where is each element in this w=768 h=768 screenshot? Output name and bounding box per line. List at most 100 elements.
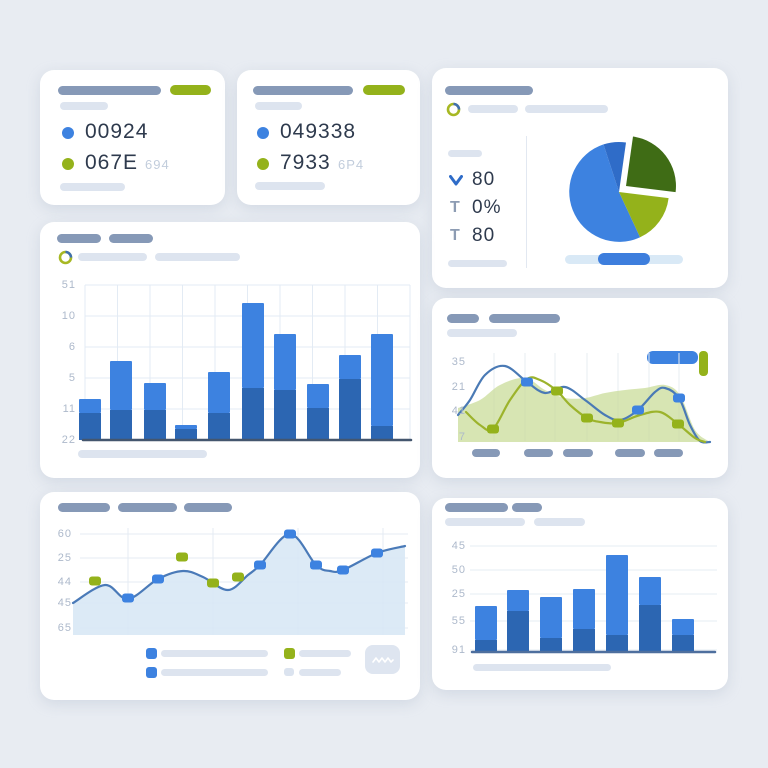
legend-swatch-green[interactable] bbox=[284, 648, 295, 659]
data-point-marker[interactable] bbox=[284, 529, 296, 539]
data-point-marker[interactable] bbox=[632, 405, 644, 415]
data-point-marker[interactable] bbox=[612, 418, 624, 428]
bar-segment-bottom[interactable] bbox=[339, 379, 361, 440]
stat-card-2: 049338 7933 6P4 bbox=[237, 70, 420, 205]
bar-segment-top[interactable] bbox=[573, 589, 595, 629]
bar-segment-bottom[interactable] bbox=[110, 410, 132, 440]
bar-segment-bottom[interactable] bbox=[540, 638, 562, 651]
stat-value: 049338 bbox=[280, 120, 357, 143]
y-axis-label: 10 bbox=[61, 310, 76, 322]
bar-segment-top[interactable] bbox=[307, 384, 329, 408]
legend-pill-blue[interactable] bbox=[647, 351, 698, 364]
legend-dot-green bbox=[257, 158, 269, 170]
data-point-marker[interactable] bbox=[673, 393, 685, 403]
data-point-marker[interactable] bbox=[310, 560, 322, 570]
bar-segment-top[interactable] bbox=[606, 555, 628, 635]
pie-slice-segment-dark-green[interactable] bbox=[626, 136, 676, 193]
bar-segment-top[interactable] bbox=[371, 334, 393, 426]
bar-segment-top[interactable] bbox=[475, 606, 497, 640]
data-point-marker[interactable] bbox=[122, 593, 134, 603]
footer-placeholder bbox=[255, 182, 325, 190]
bar-segment-top[interactable] bbox=[79, 399, 101, 413]
data-point-marker[interactable] bbox=[371, 548, 383, 558]
y-axis-label: 55 bbox=[451, 615, 466, 627]
data-point-marker[interactable] bbox=[672, 419, 684, 429]
bar-segment-top[interactable] bbox=[339, 355, 361, 379]
bar-segment-bottom[interactable] bbox=[371, 426, 393, 440]
bar-segment-top[interactable] bbox=[242, 303, 264, 388]
bar-segment-bottom[interactable] bbox=[175, 429, 197, 440]
chevron-down-icon bbox=[449, 175, 463, 186]
legend-swatch-blue[interactable] bbox=[146, 648, 157, 659]
legend-pill-green[interactable] bbox=[699, 351, 708, 376]
y-axis-label: 5 bbox=[68, 372, 76, 384]
data-point-marker[interactable] bbox=[521, 377, 533, 387]
data-point-marker[interactable] bbox=[89, 576, 101, 586]
bar-segment-top[interactable] bbox=[175, 425, 197, 429]
legend-label-placeholder bbox=[299, 650, 351, 657]
bar-segment-bottom[interactable] bbox=[573, 629, 595, 651]
bar-segment-bottom[interactable] bbox=[242, 388, 264, 440]
pie-slice-segment-dark-blue[interactable] bbox=[603, 141, 627, 192]
data-point-marker[interactable] bbox=[207, 578, 219, 588]
bar-segment-top[interactable] bbox=[672, 619, 694, 635]
bar-segment-bottom[interactable] bbox=[144, 410, 166, 440]
x-tick-placeholder bbox=[524, 449, 553, 457]
data-point-marker[interactable] bbox=[254, 560, 266, 570]
data-point-marker[interactable] bbox=[152, 574, 164, 584]
y-axis-label: 41 bbox=[451, 405, 466, 417]
x-tick-placeholder bbox=[654, 449, 683, 457]
data-point-marker[interactable] bbox=[581, 413, 593, 423]
line-chart-card: 35 21 41 7 bbox=[432, 298, 728, 478]
legend-label-placeholder bbox=[299, 669, 341, 676]
bar-segment-bottom[interactable] bbox=[79, 413, 101, 440]
pie-slice-segment-blue[interactable] bbox=[569, 144, 641, 242]
x-tick-placeholder bbox=[615, 449, 645, 457]
label-placeholder bbox=[448, 150, 482, 157]
stat-value: 7933 bbox=[280, 151, 331, 174]
ring-icon bbox=[446, 102, 461, 117]
y-axis-label: 35 bbox=[451, 356, 466, 368]
wave-icon bbox=[371, 656, 394, 663]
bar-segment-top[interactable] bbox=[639, 577, 661, 605]
bar-segment-top[interactable] bbox=[507, 590, 529, 611]
bar-segment-bottom[interactable] bbox=[475, 640, 497, 651]
x-tick-placeholder bbox=[472, 449, 500, 457]
stat-card-1: 00924 067E 694 bbox=[40, 70, 225, 205]
footer-placeholder bbox=[60, 183, 125, 191]
scrollbar-thumb[interactable] bbox=[598, 253, 650, 265]
title-placeholder bbox=[445, 503, 508, 512]
stat-value: 00924 bbox=[85, 120, 149, 143]
bar-segment-top[interactable] bbox=[274, 334, 296, 390]
bar-segment-bottom[interactable] bbox=[307, 408, 329, 440]
subtitle-placeholder bbox=[447, 329, 517, 337]
data-point-marker[interactable] bbox=[487, 424, 499, 434]
data-point-marker[interactable] bbox=[337, 565, 349, 575]
y-axis-label: 44 bbox=[57, 576, 72, 588]
y-axis-label: 25 bbox=[451, 588, 466, 600]
pie-slice-segment-light-green[interactable] bbox=[619, 192, 669, 238]
bar-segment-bottom[interactable] bbox=[672, 635, 694, 651]
data-point-marker[interactable] bbox=[176, 552, 188, 562]
bar-segment-top[interactable] bbox=[144, 383, 166, 410]
bar-segment-top[interactable] bbox=[110, 361, 132, 410]
legend-swatch-blue[interactable] bbox=[146, 667, 157, 678]
data-point-marker[interactable] bbox=[551, 386, 563, 396]
bar-segment-top[interactable] bbox=[208, 372, 230, 413]
bar-segment-bottom[interactable] bbox=[639, 605, 661, 651]
bar-segment-bottom[interactable] bbox=[507, 611, 529, 651]
bar-segment-top[interactable] bbox=[540, 597, 562, 638]
bar-chart-card: 51 10 6 5 11 22 bbox=[40, 222, 420, 478]
bar-segment-bottom[interactable] bbox=[208, 413, 230, 440]
title-placeholder bbox=[58, 86, 161, 95]
bar-segment-bottom[interactable] bbox=[274, 390, 296, 440]
data-point-marker[interactable] bbox=[232, 572, 244, 582]
subtitle-placeholder bbox=[60, 102, 108, 110]
scrollbar-track[interactable] bbox=[565, 253, 683, 265]
y-axis-label: 6 bbox=[68, 341, 76, 353]
sparkline-button[interactable] bbox=[365, 645, 400, 674]
bar-segment-bottom[interactable] bbox=[606, 635, 628, 651]
title-placeholder bbox=[184, 503, 232, 512]
y-axis-label: 60 bbox=[57, 528, 72, 540]
legend-swatch-muted[interactable] bbox=[284, 668, 294, 676]
